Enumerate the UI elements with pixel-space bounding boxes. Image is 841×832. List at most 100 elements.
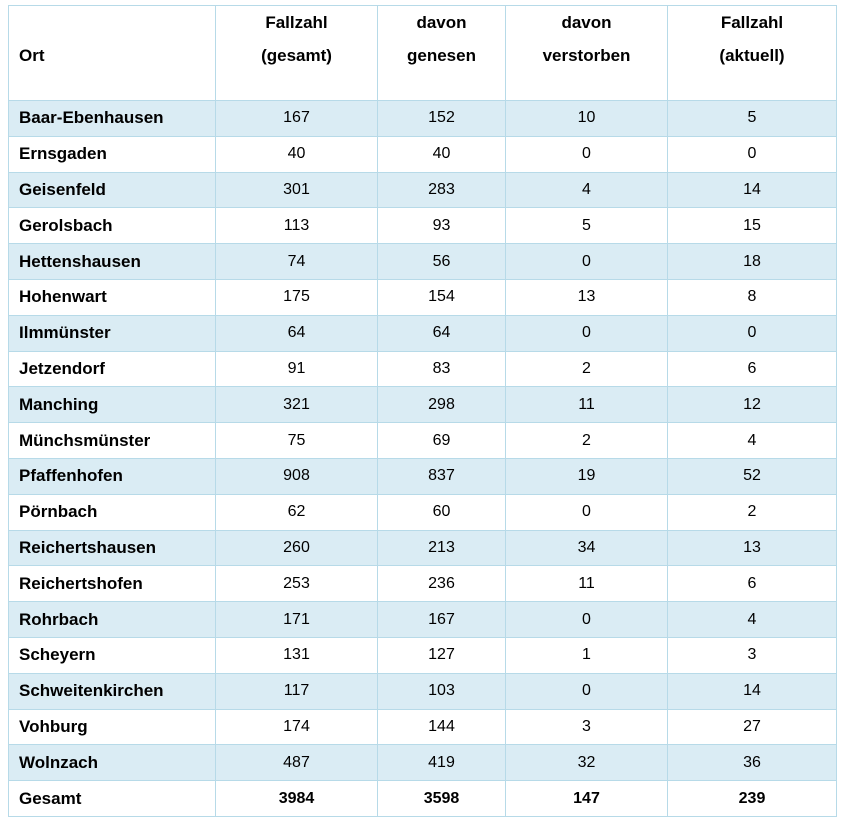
row-gesamt-cell: 260 <box>215 529 378 567</box>
row-ort-cell: Manching <box>8 386 216 424</box>
row-ort-cell: Rohrbach <box>8 601 216 638</box>
table-row: Schweitenkirchen 117 103 0 14 <box>8 672 837 710</box>
row-verstorben-cell: 147 <box>505 780 668 817</box>
table-row: Ilmmünster 64 64 0 0 <box>8 314 837 352</box>
row-verstorben-cell: 19 <box>505 457 668 495</box>
table-row: Ernsgaden 40 40 0 0 <box>8 135 837 173</box>
table-row: Hettenshausen 74 56 0 18 <box>8 243 837 280</box>
col-header-line2: (aktuell) <box>719 46 785 65</box>
row-genesen-cell: 64 <box>377 314 506 352</box>
row-aktuell-cell: 12 <box>667 386 837 424</box>
row-gesamt-cell: 321 <box>215 386 378 424</box>
row-genesen-cell: 837 <box>377 457 506 495</box>
header-line-spacer <box>19 6 215 39</box>
row-aktuell-cell: 8 <box>667 278 837 316</box>
col-header-line1: Fallzahl <box>720 13 784 32</box>
col-header-davon-genesen: davon genesen <box>377 5 506 101</box>
row-genesen-cell: 93 <box>377 207 506 245</box>
table-row: Scheyern 131 127 1 3 <box>8 636 837 674</box>
row-genesen-cell: 236 <box>377 565 506 603</box>
table-row: Reichertshofen 253 236 11 6 <box>8 565 837 603</box>
row-aktuell-cell: 14 <box>667 672 837 710</box>
row-ort-cell: Ilmmünster <box>8 314 216 352</box>
row-ort-cell: Reichertshausen <box>8 529 216 567</box>
row-aktuell-cell: 4 <box>667 601 837 638</box>
row-ort-cell: Hettenshausen <box>8 243 216 280</box>
row-verstorben-cell: 0 <box>505 493 668 531</box>
row-ort-cell: Jetzendorf <box>8 350 216 388</box>
table-row: Vohburg 174 144 3 27 <box>8 708 837 746</box>
row-gesamt-cell: 167 <box>215 100 378 137</box>
row-verstorben-cell: 0 <box>505 601 668 638</box>
table-row: Gerolsbach 113 93 5 15 <box>8 207 837 245</box>
col-header-line1: davon <box>416 13 467 32</box>
row-aktuell-cell: 18 <box>667 243 837 280</box>
row-genesen-cell: 152 <box>377 100 506 137</box>
row-aktuell-cell: 15 <box>667 207 837 245</box>
col-header-line1: Fallzahl <box>265 13 328 32</box>
row-aktuell-cell: 2 <box>667 493 837 531</box>
table-row: Reichertshausen 260 213 34 13 <box>8 529 837 567</box>
row-ort-cell: Pfaffenhofen <box>8 457 216 495</box>
row-aktuell-cell: 14 <box>667 171 837 209</box>
row-verstorben-cell: 2 <box>505 350 668 388</box>
row-gesamt-cell: 131 <box>215 636 378 674</box>
row-verstorben-cell: 3 <box>505 708 668 746</box>
row-aktuell-cell: 239 <box>667 780 837 817</box>
row-aktuell-cell: 36 <box>667 744 837 782</box>
row-genesen-cell: 419 <box>377 744 506 782</box>
row-genesen-cell: 103 <box>377 672 506 710</box>
row-ort-cell: Hohenwart <box>8 278 216 316</box>
row-verstorben-cell: 1 <box>505 636 668 674</box>
header-row: Ort Fallzahl (gesamt) davon genesen davo… <box>8 5 837 101</box>
table-row: Geisenfeld 301 283 4 14 <box>8 171 837 209</box>
covid-cases-table: Ort Fallzahl (gesamt) davon genesen davo… <box>8 5 837 817</box>
table-row: Pörnbach 62 60 0 2 <box>8 493 837 531</box>
row-verstorben-cell: 5 <box>505 207 668 245</box>
row-verstorben-cell: 0 <box>505 135 668 173</box>
row-genesen-cell: 60 <box>377 493 506 531</box>
row-aktuell-cell: 5 <box>667 100 837 137</box>
col-header-ort: Ort <box>8 5 216 101</box>
row-ort-cell: Schweitenkirchen <box>8 672 216 710</box>
row-aktuell-cell: 13 <box>667 529 837 567</box>
row-ort-cell: Vohburg <box>8 708 216 746</box>
table-total-row: Gesamt 3984 3598 147 239 <box>8 780 837 817</box>
row-gesamt-cell: 908 <box>215 457 378 495</box>
row-gesamt-cell: 91 <box>215 350 378 388</box>
row-ort-cell: Gerolsbach <box>8 207 216 245</box>
row-verstorben-cell: 0 <box>505 314 668 352</box>
row-gesamt-cell: 64 <box>215 314 378 352</box>
row-aktuell-cell: 27 <box>667 708 837 746</box>
col-header-line2: verstorben <box>542 46 631 65</box>
row-gesamt-cell: 487 <box>215 744 378 782</box>
col-header-fallzahl-aktuell: Fallzahl (aktuell) <box>667 5 837 101</box>
row-gesamt-cell: 117 <box>215 672 378 710</box>
row-aktuell-cell: 6 <box>667 565 837 603</box>
table-body: Baar-Ebenhausen 167 152 10 5 Ernsgaden 40 40 0 0 G… <box>8 100 837 817</box>
row-aktuell-cell: 4 <box>667 422 837 459</box>
row-gesamt-cell: 171 <box>215 601 378 638</box>
row-genesen-cell: 283 <box>377 171 506 209</box>
row-ort-cell: Ernsgaden <box>8 135 216 173</box>
row-genesen-cell: 127 <box>377 636 506 674</box>
table-header: Ort Fallzahl (gesamt) davon genesen davo… <box>8 5 837 101</box>
col-header-ort-label: Ort <box>19 46 45 65</box>
col-header-line2: genesen <box>407 46 476 65</box>
row-gesamt-cell: 40 <box>215 135 378 173</box>
row-genesen-cell: 40 <box>377 135 506 173</box>
row-aktuell-cell: 3 <box>667 636 837 674</box>
row-genesen-cell: 56 <box>377 243 506 280</box>
row-verstorben-cell: 2 <box>505 422 668 459</box>
row-aktuell-cell: 0 <box>667 135 837 173</box>
row-verstorben-cell: 11 <box>505 386 668 424</box>
col-header-line2: (gesamt) <box>261 46 332 65</box>
row-verstorben-cell: 4 <box>505 171 668 209</box>
row-verstorben-cell: 11 <box>505 565 668 603</box>
row-gesamt-cell: 113 <box>215 207 378 245</box>
row-gesamt-cell: 174 <box>215 708 378 746</box>
col-header-davon-verstorben: davon verstorben <box>505 5 668 101</box>
row-verstorben-cell: 0 <box>505 243 668 280</box>
col-header-line1: davon <box>561 13 612 32</box>
row-genesen-cell: 298 <box>377 386 506 424</box>
